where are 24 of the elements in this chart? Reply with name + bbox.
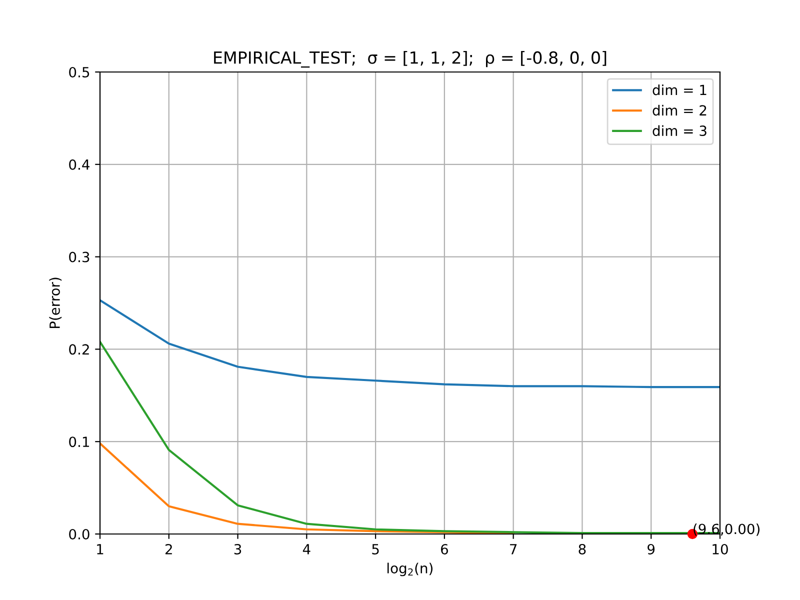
y-tick-label: 0.4	[69, 159, 90, 170]
y-tick-label: 0.3	[69, 252, 90, 262]
x-tick-label: 1	[97, 544, 104, 554]
x-tick-label: 3	[234, 544, 242, 554]
legend-label: dim = 2	[652, 104, 706, 116]
x-tick-label: 10	[712, 544, 728, 554]
line-series	[100, 442, 514, 534]
x-axis-title: log$_{2}$(n)	[387, 562, 432, 576]
legend-label: dim = 3	[652, 125, 706, 136]
x-tick-label: 9	[648, 544, 655, 554]
chart-title: EMPIRICAL_TEST; σ = [1, 1, 2]; ρ = [-0.8, 0, 0]	[214, 51, 606, 68]
x-tick-label: 4	[302, 544, 310, 554]
x-tick-label: 7	[510, 544, 517, 554]
x-tick-label: 6	[440, 544, 448, 554]
y-tick-label: 0.2	[69, 344, 89, 355]
legend-label: dim = 1	[652, 84, 706, 96]
y-axis-title: P(error)	[49, 278, 62, 328]
x-tick-label: 2	[165, 544, 172, 554]
x-tick-label: 8	[578, 544, 586, 554]
x-tick-label: 5	[372, 544, 379, 554]
line-series	[100, 299, 720, 388]
y-tick-label: 0.5	[69, 66, 90, 78]
y-tick-label: 0.1	[69, 436, 89, 448]
y-tick-label: 0.0	[69, 528, 90, 540]
